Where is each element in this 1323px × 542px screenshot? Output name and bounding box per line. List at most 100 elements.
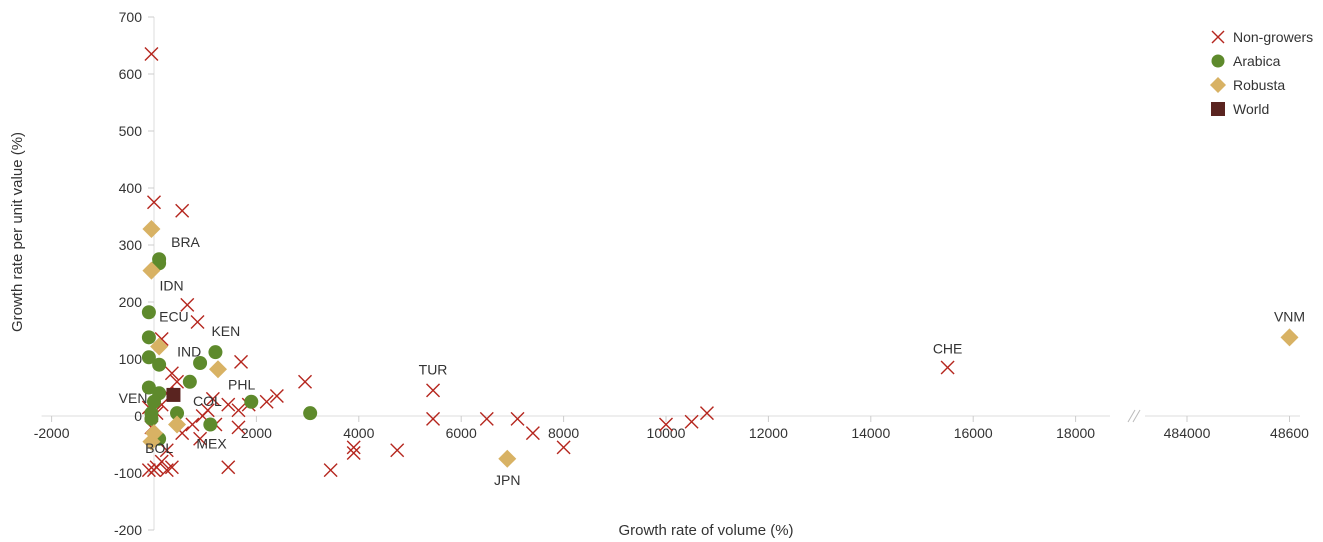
point-label-che: CHE — [933, 341, 963, 357]
robusta-point — [142, 220, 161, 239]
non-grower-point — [180, 297, 195, 312]
point-labels: BRA IDN ECU IND KEN PHL COL VEN BOL MEX TUR JPN CHE V… — [119, 234, 1305, 488]
non-grower-point — [346, 446, 361, 461]
x-marker-stroke — [699, 406, 714, 421]
point-label-ven: VEN — [119, 390, 148, 406]
arabica-point — [182, 374, 197, 389]
legend-label: Non-growers — [1233, 29, 1313, 45]
x-marker-stroke — [684, 414, 699, 429]
robusta-point — [142, 432, 161, 451]
robusta-point — [209, 360, 227, 379]
y-tick-label: 400 — [119, 180, 143, 196]
x-marker-stroke — [323, 463, 338, 478]
legend-arabica-swatch — [1211, 54, 1225, 68]
robusta-point — [1280, 328, 1299, 347]
x-tick-label: 4000 — [343, 425, 374, 441]
x-marker-stroke — [170, 374, 185, 389]
x-marker-stroke — [298, 374, 313, 389]
x-marker-stroke — [221, 397, 236, 412]
legend-robusta: Robusta — [1210, 77, 1285, 93]
x-tick-label: 14000 — [851, 425, 890, 441]
non-grower-point — [231, 403, 246, 418]
y-tick-label: 0 — [134, 408, 142, 424]
non-grower-point — [205, 391, 220, 406]
robusta-point — [498, 449, 517, 468]
axis-break-mark — [1127, 409, 1136, 423]
x-marker-stroke — [940, 360, 955, 375]
non-grower-point — [346, 440, 361, 455]
x-tick-label: 484000 — [1164, 425, 1211, 441]
arabica-point — [208, 345, 223, 360]
non-grower-point — [510, 411, 525, 426]
point-label-ind: IND — [177, 344, 201, 360]
legend-label: World — [1233, 101, 1269, 117]
x-marker-stroke — [231, 403, 246, 418]
robusta-point — [150, 337, 169, 356]
arabica-point — [152, 357, 167, 372]
y-tick-label: 200 — [119, 294, 143, 310]
non-grower-point — [159, 463, 174, 478]
legend-world: World — [1211, 101, 1269, 117]
x-marker-stroke — [426, 411, 441, 426]
y-tick-label: 700 — [119, 9, 143, 25]
x-axis-title: Growth rate of volume (%) — [618, 522, 793, 539]
axes: -200 -100 0 100 200 300 400 500 600 700 -2000 2000 4… — [34, 9, 1309, 538]
x-marker-stroke — [479, 411, 494, 426]
x-tick-label: -2000 — [34, 425, 70, 441]
non-grower-point — [426, 411, 441, 426]
x-marker-stroke — [180, 297, 195, 312]
x-tick-label: 48600 — [1270, 425, 1309, 441]
non-grower-point — [525, 426, 540, 441]
x-marker-stroke — [164, 366, 179, 381]
x-marker-stroke — [205, 391, 220, 406]
y-tick-label: -100 — [114, 465, 142, 481]
x-marker-stroke — [159, 463, 174, 478]
non-grower-point — [231, 420, 246, 435]
non-grower-point — [323, 463, 338, 478]
x-marker-stroke — [659, 417, 673, 432]
x-marker-stroke — [346, 440, 361, 455]
legend-arabica: Arabica — [1211, 53, 1281, 69]
non-grower-point — [298, 374, 313, 389]
x-tick-label: 8000 — [548, 425, 579, 441]
x-marker-stroke — [510, 411, 525, 426]
non-grower-point — [259, 394, 274, 409]
arabica-point — [141, 350, 156, 365]
non-grower-point — [234, 354, 249, 369]
x-tick-label: 18000 — [1056, 425, 1095, 441]
arabica-point — [141, 330, 156, 345]
non-grower-point — [390, 443, 405, 458]
legend: Non-growers Arabica Robusta World — [1210, 29, 1313, 117]
y-tick-label: 100 — [119, 351, 143, 367]
point-label-vnm: VNM — [1274, 308, 1305, 324]
legend-world-swatch — [1211, 102, 1225, 116]
non-grower-point — [221, 397, 236, 412]
non-grower-point — [141, 463, 156, 478]
x-marker-stroke — [269, 389, 284, 404]
non-grower-point — [479, 411, 494, 426]
point-label-tur: TUR — [419, 361, 448, 377]
x-marker-stroke — [175, 203, 190, 218]
arabica-point — [170, 406, 185, 421]
x-tick-label: 16000 — [954, 425, 993, 441]
non-grower-point — [170, 374, 185, 389]
point-label-ecu: ECU — [159, 308, 189, 324]
non-grower-point — [175, 203, 190, 218]
y-tick-label: 500 — [119, 123, 143, 139]
non-grower-point — [659, 417, 673, 432]
non-grower-point — [190, 314, 205, 329]
x-tick-label: 6000 — [446, 425, 477, 441]
x-marker-stroke — [190, 314, 205, 329]
non-grower-point — [221, 460, 236, 475]
x-marker-stroke — [154, 397, 169, 412]
point-label-bol: BOL — [145, 440, 173, 456]
arabica-point — [144, 411, 159, 426]
point-label-col: COL — [193, 393, 222, 409]
x-marker-stroke — [346, 446, 361, 461]
x-tick-label: 2000 — [241, 425, 272, 441]
non-grower-point — [556, 440, 571, 455]
non-grower-point — [144, 47, 159, 62]
y-axis-title: Growth rate per unit value (%) — [9, 132, 26, 332]
x-marker-stroke — [175, 426, 190, 441]
non-grower-point — [269, 389, 284, 404]
